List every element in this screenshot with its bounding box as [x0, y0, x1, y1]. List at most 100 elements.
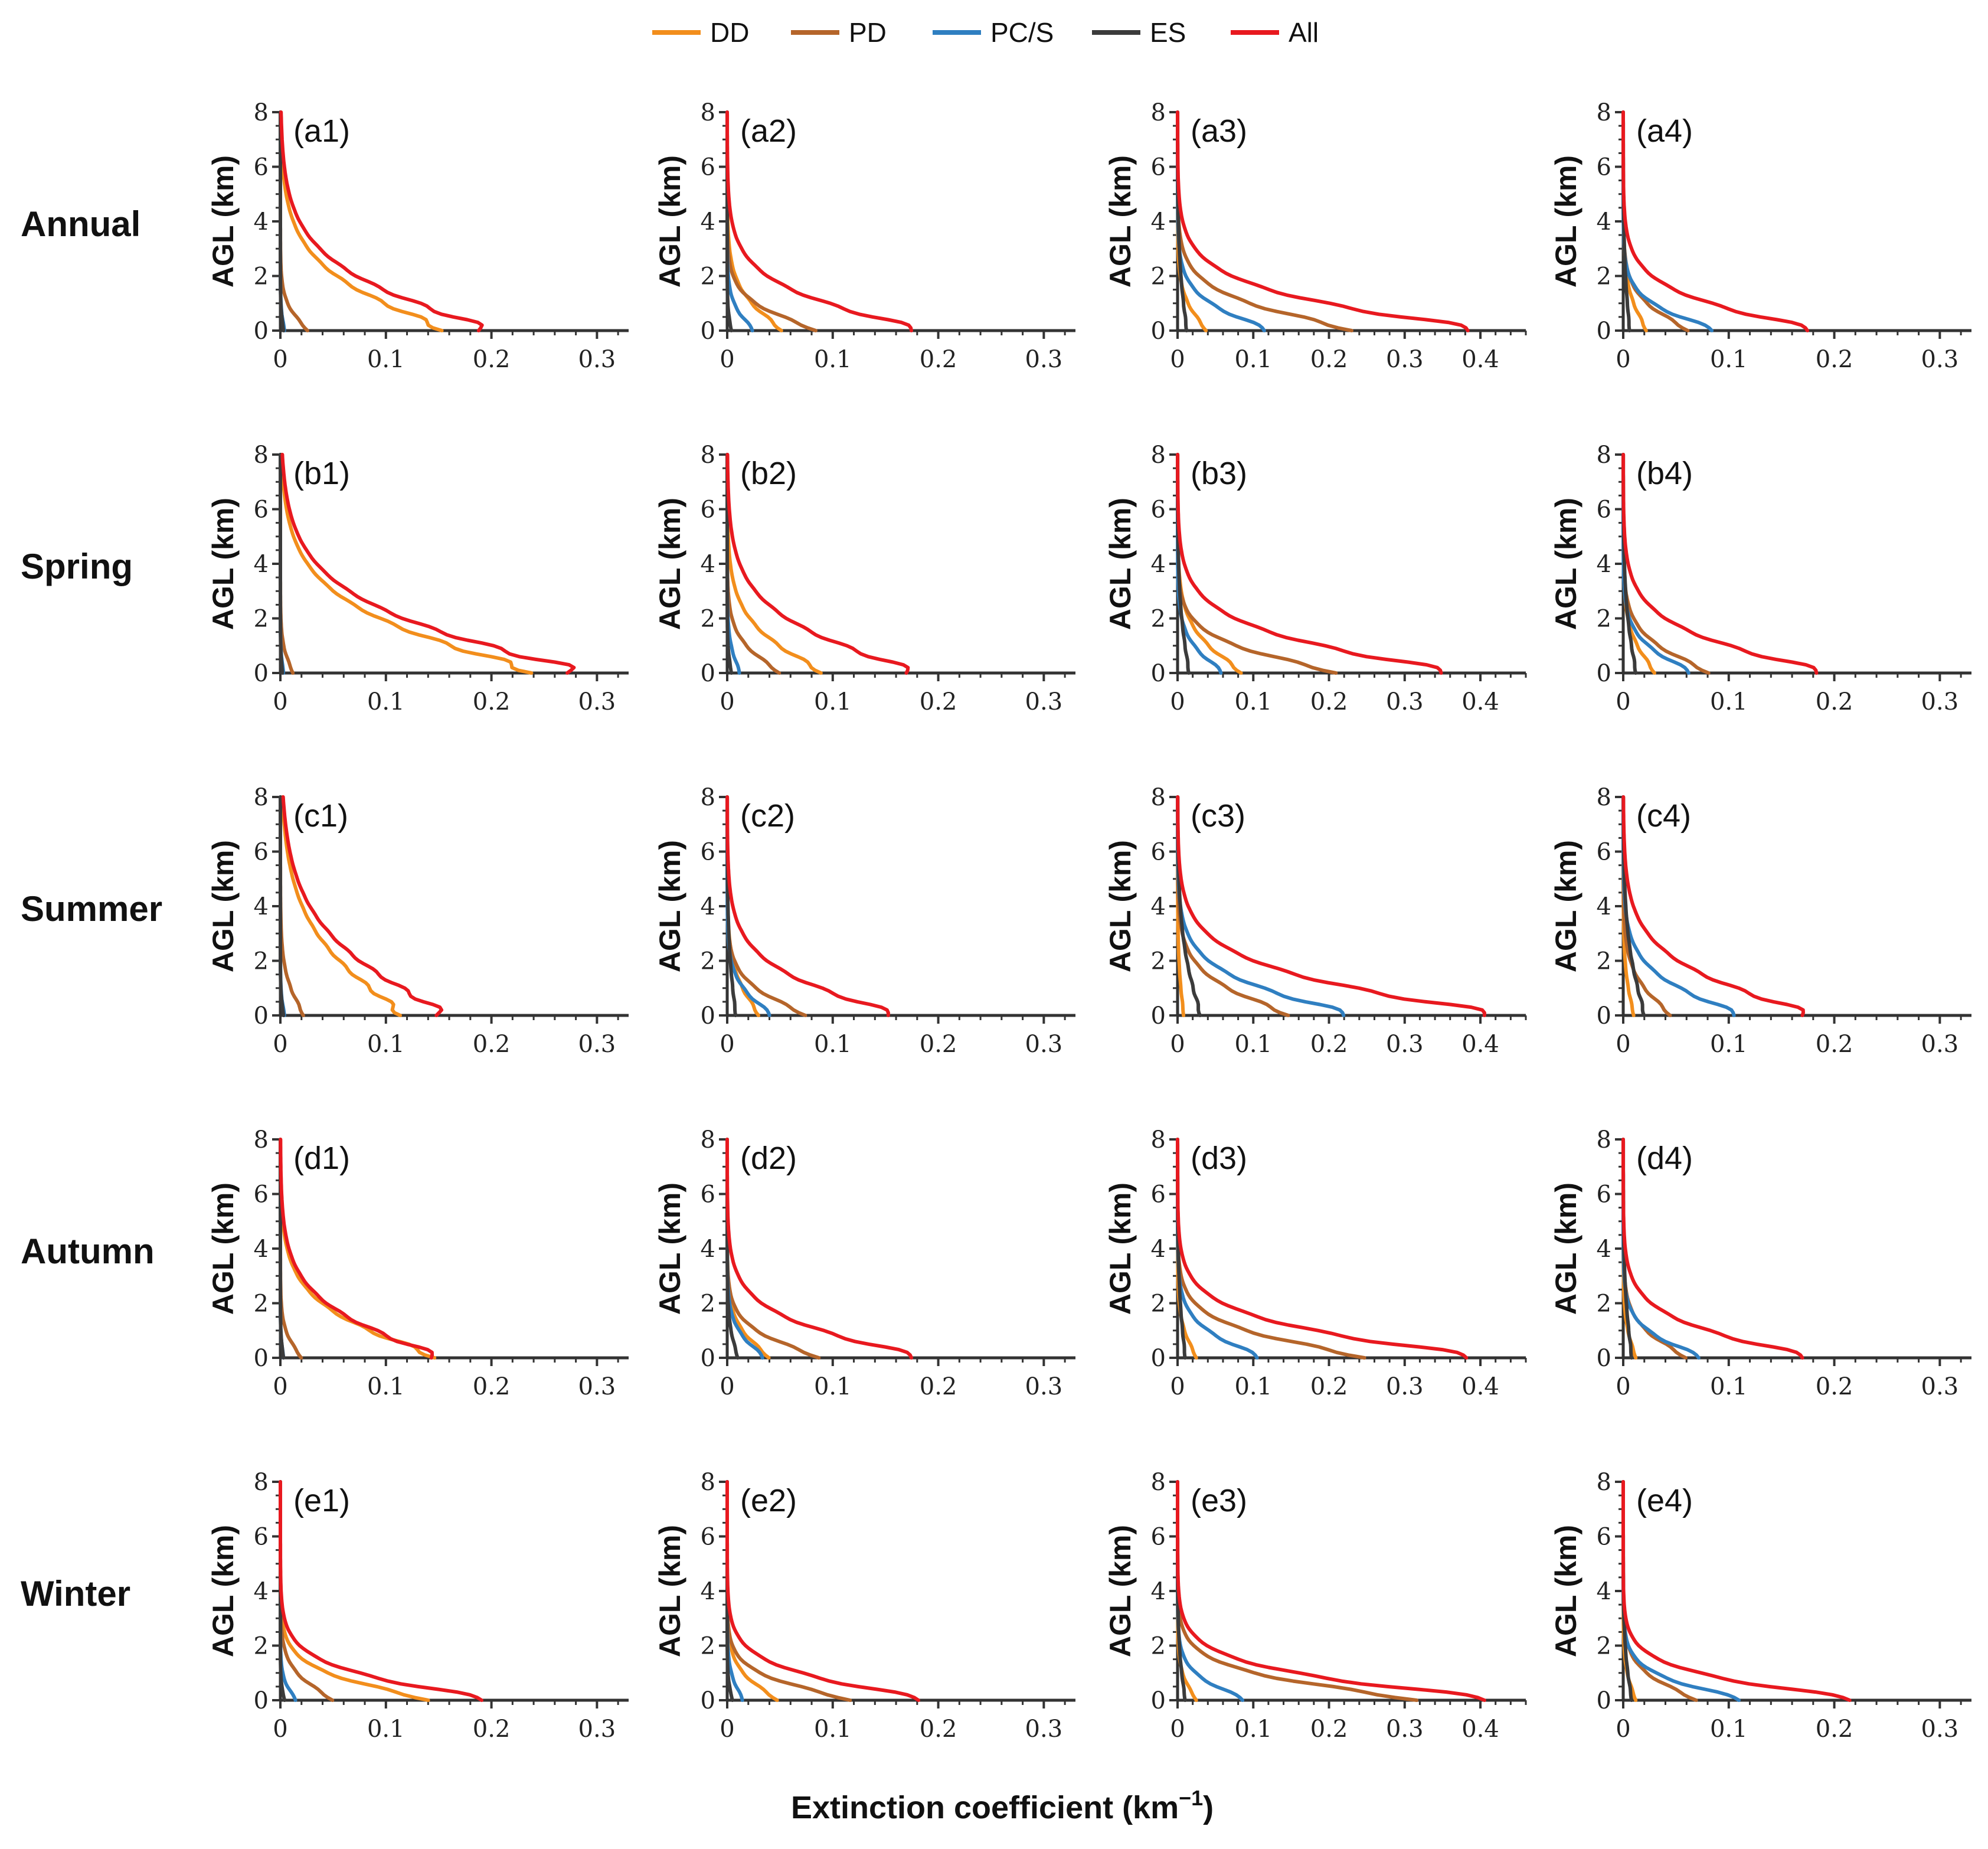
y-tick-label: 0 [1597, 660, 1611, 687]
x-tick-label: 0.1 [1234, 1716, 1272, 1743]
y-axis-title: AGL (km) [1549, 1182, 1582, 1315]
x-tick-label: 0.4 [1461, 346, 1499, 373]
x-tick-label: 0 [273, 346, 287, 373]
x-tick-label: 0.3 [1386, 688, 1424, 716]
panel-d1: 0 2 4 6 8 0 0.1 0.2 0.3 AGL (km) (d1) [207, 1126, 629, 1400]
y-tick-label: 8 [254, 1126, 269, 1154]
y-tick-label: 2 [701, 1633, 715, 1660]
series-all-line [281, 795, 444, 1017]
panel-label: (d3) [1191, 1141, 1247, 1176]
x-tick-label: 0.2 [920, 1031, 957, 1058]
y-tick-label: 8 [1597, 1469, 1611, 1496]
row-label-winter: Winter [21, 1574, 130, 1613]
y-tick-label: 0 [701, 1687, 715, 1714]
y-tick-label: 8 [254, 1469, 269, 1496]
legend: DD PD PC/S ES All [652, 17, 1319, 48]
row-label-spring: Spring [21, 547, 133, 586]
panel-label: (a2) [740, 113, 797, 149]
y-axis-title: AGL (km) [207, 155, 240, 288]
legend-label: DD [710, 17, 749, 48]
series-all-line [1176, 795, 1486, 1017]
y-tick-label: 8 [1597, 1126, 1611, 1154]
y-axis-title: AGL (km) [653, 1525, 686, 1657]
y-tick-label: 6 [254, 154, 269, 181]
x-tick-label: 0 [720, 1031, 734, 1058]
y-axis-title: AGL (km) [207, 1525, 240, 1657]
x-tick-label: 0.2 [1816, 1031, 1853, 1058]
y-tick-label: 8 [701, 1126, 715, 1154]
panel-b2: 0 2 4 6 8 0 0.1 0.2 0.3 AGL (km) (b2) [653, 442, 1075, 716]
x-tick-label: 0.2 [920, 688, 957, 716]
y-tick-label: 4 [254, 1236, 269, 1263]
row-label-autumn: Autumn [21, 1231, 155, 1271]
y-tick-label: 4 [701, 893, 715, 920]
y-tick-label: 0 [254, 660, 269, 687]
x-tick-label: 0.3 [1025, 346, 1063, 373]
panel-a2: 0 2 4 6 8 0 0.1 0.2 0.3 AGL (km) (a2) [653, 99, 1075, 373]
x-tick-label: 0 [1170, 1031, 1185, 1058]
series-all-line [279, 110, 484, 332]
x-tick-label: 0.2 [920, 346, 957, 373]
panel-e1: 0 2 4 6 8 0 0.1 0.2 0.3 AGL (km) (e1) [207, 1469, 629, 1743]
y-axis-title: AGL (km) [653, 498, 686, 630]
y-tick-label: 8 [254, 784, 269, 811]
x-tick-label: 0.2 [473, 1031, 511, 1058]
x-tick-label: 0.4 [1461, 1031, 1499, 1058]
y-tick-label: 4 [1151, 1236, 1166, 1263]
series-all-line [725, 795, 890, 1017]
x-tick-label: 0.4 [1461, 1373, 1499, 1400]
y-tick-label: 2 [701, 948, 715, 975]
x-tick-label: 0 [1616, 1716, 1630, 1743]
x-tick-label: 0.3 [1386, 1373, 1424, 1400]
x-tick-label: 0.1 [1710, 1716, 1748, 1743]
x-tick-label: 0.1 [1710, 1031, 1748, 1058]
panel-label: (e3) [1191, 1483, 1247, 1518]
series-all-line [1621, 110, 1809, 332]
x-tick-label: 0.1 [1710, 346, 1748, 373]
series-es-line [279, 795, 286, 1017]
y-tick-label: 2 [1597, 948, 1611, 975]
y-tick-label: 4 [1597, 1236, 1611, 1263]
y-tick-label: 0 [254, 1345, 269, 1372]
y-tick-label: 2 [701, 606, 715, 633]
y-tick-label: 8 [701, 442, 715, 469]
panel-c1: 0 2 4 6 8 0 0.1 0.2 0.3 AGL (km) (c1) [207, 784, 629, 1058]
y-tick-label: 2 [254, 1291, 269, 1318]
y-tick-label: 4 [254, 208, 269, 236]
y-tick-label: 8 [701, 784, 715, 811]
x-tick-label: 0 [273, 688, 287, 716]
y-tick-label: 6 [254, 496, 269, 524]
panel-label: (a1) [293, 113, 350, 149]
x-tick-label: 0.1 [1234, 688, 1272, 716]
panel-c2: 0 2 4 6 8 0 0.1 0.2 0.3 AGL (km) (c2) [653, 784, 1075, 1058]
x-tick-label: 0.2 [1816, 1373, 1853, 1400]
y-tick-label: 4 [1597, 208, 1611, 236]
x-tick-label: 0.3 [1386, 346, 1424, 373]
x-tick-label: 0 [273, 1031, 287, 1058]
x-tick-label: 0.1 [367, 1373, 405, 1400]
legend-label: PC/S [990, 17, 1054, 48]
x-tick-label: 0.2 [1816, 346, 1853, 373]
x-tick-label: 0.3 [1025, 1716, 1063, 1743]
y-tick-label: 8 [1597, 784, 1611, 811]
x-tick-label: 0 [1616, 1373, 1630, 1400]
legend-item-es: ES [1092, 17, 1186, 48]
panel-d2: 0 2 4 6 8 0 0.1 0.2 0.3 AGL (km) (d2) [653, 1126, 1075, 1400]
y-tick-label: 8 [254, 442, 269, 469]
x-tick-label: 0.3 [1386, 1716, 1424, 1743]
panel-a1: 0 2 4 6 8 0 0.1 0.2 0.3 AGL (km) (a1) [207, 99, 629, 373]
y-tick-label: 4 [701, 1236, 715, 1263]
x-tick-label: 0.2 [1310, 688, 1348, 716]
panel-label: (c1) [293, 798, 348, 834]
series-all-line [725, 1480, 920, 1702]
x-tick-label: 0.2 [473, 346, 511, 373]
y-tick-label: 2 [1597, 606, 1611, 633]
y-tick-label: 0 [254, 1002, 269, 1030]
y-tick-label: 2 [254, 606, 269, 633]
x-tick-label: 0.3 [1386, 1031, 1424, 1058]
x-tick-label: 0.3 [1921, 1716, 1959, 1743]
y-tick-label: 6 [1597, 1181, 1611, 1208]
y-axis-title: AGL (km) [1104, 155, 1137, 288]
x-tick-label: 0 [273, 1716, 287, 1743]
y-tick-label: 4 [1597, 893, 1611, 920]
